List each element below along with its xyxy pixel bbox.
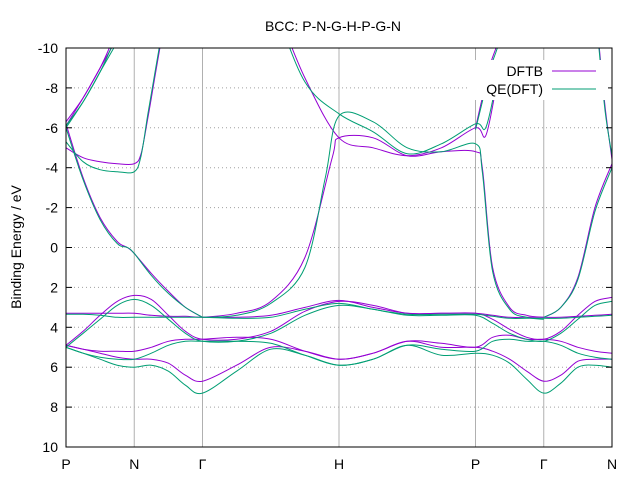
qe-dft-band-line: [289, 48, 497, 155]
y-tick-label: -6: [46, 120, 59, 136]
qe-dft-band-line: [598, 48, 612, 156]
x-tick-label: P: [61, 456, 70, 472]
dftb-band-line: [66, 48, 161, 166]
qe-dft-band-line: [66, 127, 203, 318]
qe-dft-band-line: [66, 302, 612, 319]
y-tick-label: -10: [38, 40, 58, 56]
y-tick-label: 8: [50, 399, 58, 415]
x-tick-label: Γ: [540, 456, 548, 472]
qe-dft-band-line: [66, 344, 612, 395]
qe-dft-band-line: [543, 167, 612, 318]
x-tick-label: H: [334, 456, 344, 472]
x-tick-label: P: [471, 456, 480, 472]
legend: DFTB QE(DFT): [468, 60, 608, 100]
x-tick-label: N: [607, 456, 617, 472]
y-tick-label: -4: [46, 160, 59, 176]
x-tick-label: N: [129, 456, 139, 472]
y-axis-label: Binding Energy / eV: [8, 184, 24, 308]
y-tick-label: 10: [42, 439, 58, 455]
legend-label-dftb: DFTB: [506, 63, 543, 79]
series-lines: [66, 48, 612, 395]
qe-dft-band-line: [66, 48, 112, 129]
y-tick-label: 6: [50, 359, 58, 375]
dftb-band-line: [66, 48, 110, 127]
qe-dft-band-line: [202, 111, 544, 320]
y-tick-label: 2: [50, 279, 58, 295]
legend-label-qe-dft: QE(DFT): [486, 81, 543, 97]
qe-dft-band-line: [66, 48, 160, 174]
y-tick-label: -2: [46, 200, 59, 216]
chart-title: BCC: P-N-G-H-P-G-N: [265, 18, 401, 34]
y-tick-label: 0: [50, 240, 58, 256]
x-tick-label: Γ: [199, 456, 207, 472]
legend-background: [468, 60, 608, 100]
grid: [66, 48, 612, 447]
y-tick-label: -8: [46, 80, 59, 96]
y-tick-label: 4: [50, 319, 58, 335]
dftb-band-line: [291, 48, 497, 157]
